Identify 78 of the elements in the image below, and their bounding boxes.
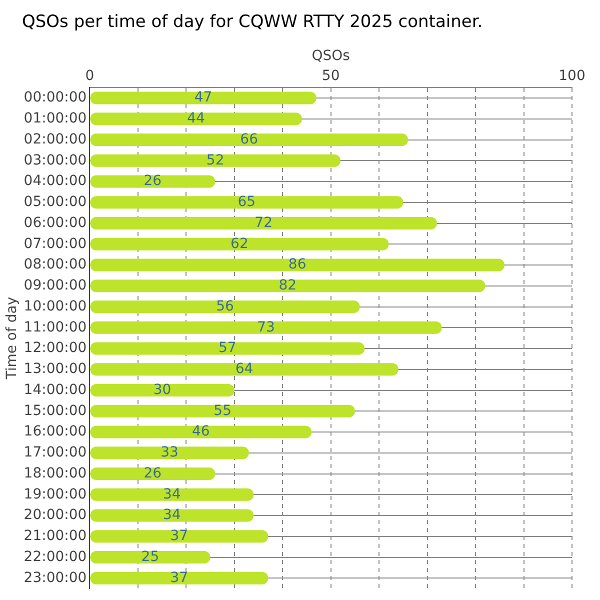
data-label: 44: [187, 110, 206, 127]
data-label: 34: [163, 507, 181, 524]
bar: [90, 363, 398, 376]
bar: [90, 134, 408, 146]
bar: [90, 426, 312, 438]
data-label: 26: [144, 173, 162, 190]
bar: [90, 384, 234, 397]
data-label: 64: [235, 361, 254, 378]
bar: [90, 300, 360, 314]
y-tick-label: 06:00:00: [24, 214, 87, 231]
y-tick-label: 20:00:00: [24, 507, 87, 524]
x-tick-label: 50: [322, 68, 340, 84]
bar: [90, 258, 504, 272]
y-tick-label: 17:00:00: [24, 444, 87, 461]
data-label: 82: [278, 278, 297, 294]
data-label: 66: [240, 131, 258, 148]
y-tick-label: 23:00:00: [24, 570, 87, 586]
x-axis-title: QSOs: [312, 48, 350, 64]
y-tick-label: 09:00:00: [24, 278, 87, 294]
data-label: 72: [254, 214, 272, 231]
bar: [90, 404, 355, 418]
data-label: 37: [170, 570, 188, 586]
x-tick-label: 0: [85, 68, 94, 84]
y-tick-label: 08:00:00: [24, 256, 87, 273]
bar: [90, 321, 442, 334]
x-tick-label: 100: [558, 68, 586, 84]
bar: [90, 92, 316, 104]
y-tick-label: 19:00:00: [24, 486, 87, 502]
data-label: 26: [144, 465, 162, 482]
data-label: 55: [214, 402, 232, 419]
y-axis-title: Time of day: [4, 296, 20, 380]
data-label: 62: [230, 236, 248, 252]
bar: [90, 238, 389, 250]
bar: [90, 488, 254, 501]
data-label: 30: [153, 382, 172, 398]
y-tick-label: 03:00:00: [24, 152, 87, 168]
bar: [90, 572, 268, 584]
data-label: 34: [163, 486, 181, 502]
y-tick-label: 22:00:00: [24, 548, 87, 565]
data-label: 47: [194, 90, 212, 106]
data-label: 73: [257, 319, 275, 336]
y-tick-label: 11:00:00: [24, 319, 87, 336]
y-tick-label: 15:00:00: [24, 402, 87, 419]
data-label: 25: [141, 548, 160, 565]
data-label: 86: [288, 256, 306, 273]
y-tick-label: 10:00:00: [24, 298, 87, 314]
y-tick-label: 12:00:00: [24, 340, 87, 356]
bar: [90, 551, 210, 564]
chart-title: QSOs per time of day for CQWW RTTY 2025 container.: [22, 12, 483, 32]
y-tick-label: 01:00:00: [24, 110, 87, 127]
y-tick-label: 02:00:00: [24, 131, 87, 148]
y-tick-label: 18:00:00: [24, 465, 87, 482]
y-tick-label: 21:00:00: [24, 528, 87, 544]
data-label: 37: [170, 528, 188, 544]
data-label: 56: [216, 298, 234, 314]
bar: [90, 217, 437, 230]
y-tick-label: 07:00:00: [24, 236, 87, 252]
bar: [90, 175, 216, 188]
data-label: 52: [206, 152, 224, 168]
data-label: 33: [160, 444, 178, 461]
bar: [90, 112, 302, 126]
bar: [90, 468, 216, 480]
bar: [90, 154, 340, 167]
y-tick-label: 14:00:00: [24, 382, 87, 398]
data-label: 46: [192, 424, 210, 440]
data-label: 57: [218, 340, 236, 356]
y-tick-label: 00:00:00: [24, 90, 87, 106]
y-tick-label: 04:00:00: [24, 173, 87, 190]
data-label: 65: [238, 194, 256, 210]
bar: [90, 509, 254, 522]
bar: [90, 342, 365, 355]
bar: [90, 280, 486, 292]
y-tick-label: 05:00:00: [24, 194, 87, 210]
bar: [90, 446, 249, 460]
bar: [90, 196, 404, 209]
y-tick-label: 13:00:00: [24, 361, 87, 378]
y-tick-label: 16:00:00: [24, 424, 87, 440]
bar: [90, 530, 268, 543]
